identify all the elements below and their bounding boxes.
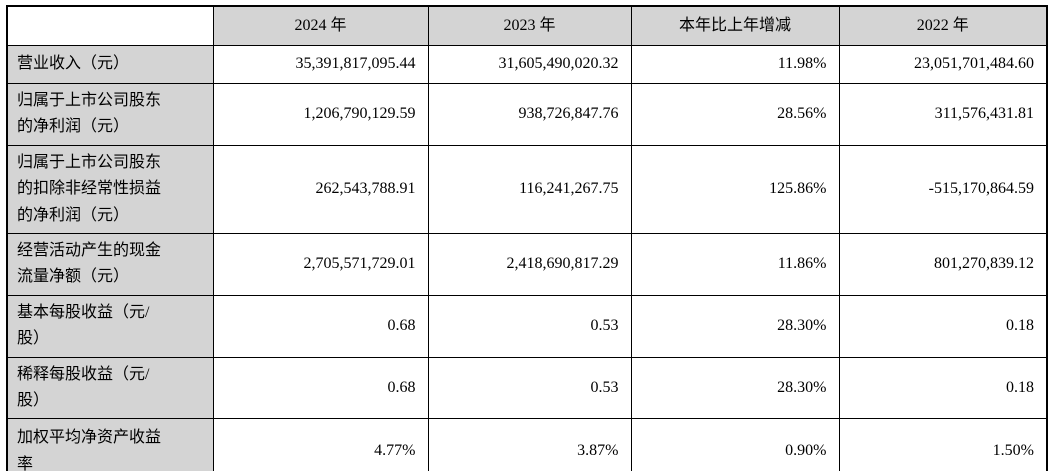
corner-cell (6, 5, 214, 46)
cell-2022: 0.18 (838, 356, 1048, 420)
cell-2022: 311,576,431.81 (838, 83, 1048, 146)
cell-2022: 801,270,839.12 (838, 232, 1048, 296)
cell-2023: 3.87% (427, 418, 632, 471)
cell-2024: 0.68 (212, 356, 429, 420)
table-row-weighted-avg-roe: 加权平均净资产收益率 4.77% 3.87% 0.90% 1.50% (6, 418, 1048, 471)
cell-2024: 4.77% (212, 418, 429, 471)
cell-2024: 1,206,790,129.59 (212, 83, 429, 146)
cell-yoy: 125.86% (630, 144, 840, 234)
col-header-2022: 2022 年 (838, 5, 1048, 46)
col-header-2023: 2023 年 (427, 5, 632, 46)
table-row-net-profit: 归属于上市公司股东的净利润（元） 1,206,790,129.59 938,72… (6, 83, 1048, 146)
cell-2023: 116,241,267.75 (427, 144, 632, 234)
cell-2023: 2,418,690,817.29 (427, 232, 632, 296)
cell-yoy: 28.30% (630, 294, 840, 358)
cell-yoy: 28.30% (630, 356, 840, 420)
table-row-basic-eps: 基本每股收益（元/股） 0.68 0.53 28.30% 0.18 (6, 294, 1048, 358)
row-label: 经营活动产生的现金流量净额（元） (6, 232, 214, 296)
cell-2023: 938,726,847.76 (427, 83, 632, 146)
cell-2023: 31,605,490,020.32 (427, 45, 632, 84)
cell-yoy: 28.56% (630, 83, 840, 146)
cell-2022: 23,051,701,484.60 (838, 45, 1048, 84)
cell-2022: 0.18 (838, 294, 1048, 358)
cell-2024: 35,391,817,095.44 (212, 45, 429, 84)
table-row-operating-cash-flow: 经营活动产生的现金流量净额（元） 2,705,571,729.01 2,418,… (6, 232, 1048, 296)
table-row-diluted-eps: 稀释每股收益（元/股） 0.68 0.53 28.30% 0.18 (6, 356, 1048, 420)
header-row: 2024 年 2023 年 本年比上年增减 2022 年 (6, 5, 1048, 46)
row-label: 基本每股收益（元/股） (6, 294, 214, 358)
cell-2024: 2,705,571,729.01 (212, 232, 429, 296)
cell-2022: -515,170,864.59 (838, 144, 1048, 234)
row-label: 加权平均净资产收益率 (6, 418, 214, 471)
cell-yoy: 11.98% (630, 45, 840, 84)
row-label: 营业收入（元） (6, 45, 214, 84)
key-financial-indicators-table: 2024 年 2023 年 本年比上年增减 2022 年 营业收入（元） 35,… (6, 5, 1048, 471)
col-header-yoy: 本年比上年增减 (630, 5, 840, 46)
table-row-revenue: 营业收入（元） 35,391,817,095.44 31,605,490,020… (6, 45, 1048, 84)
cell-yoy: 0.90% (630, 418, 840, 471)
row-label: 稀释每股收益（元/股） (6, 356, 214, 420)
cell-2023: 0.53 (427, 356, 632, 420)
table-row-net-profit-excl-nonrecurring: 归属于上市公司股东的扣除非经常性损益的净利润（元） 262,543,788.91… (6, 144, 1048, 234)
cell-2023: 0.53 (427, 294, 632, 358)
row-label: 归属于上市公司股东的净利润（元） (6, 83, 214, 146)
col-header-2024: 2024 年 (212, 5, 429, 46)
cell-2024: 262,543,788.91 (212, 144, 429, 234)
cell-yoy: 11.86% (630, 232, 840, 296)
cell-2022: 1.50% (838, 418, 1048, 471)
cell-2024: 0.68 (212, 294, 429, 358)
row-label: 归属于上市公司股东的扣除非经常性损益的净利润（元） (6, 144, 214, 234)
